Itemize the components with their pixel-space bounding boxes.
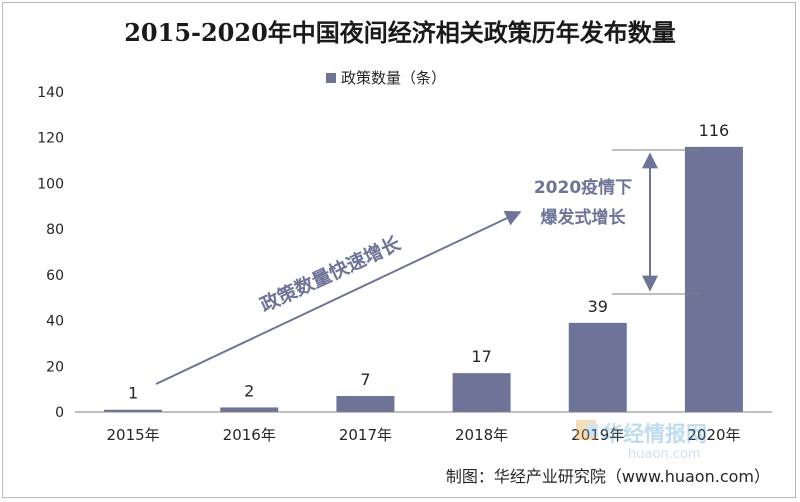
data-label: 116 xyxy=(699,121,730,140)
y-axis: 0 20 40 60 80 100 120 140 xyxy=(37,85,64,421)
bar xyxy=(452,373,511,412)
bar xyxy=(104,409,163,412)
x-tick-label: 2020年 xyxy=(687,426,740,444)
y-tick-label: 0 xyxy=(55,405,64,421)
y-tick-label: 20 xyxy=(46,359,64,375)
surge-label-line1: 2020疫情下 xyxy=(534,177,632,198)
x-axis-labels: 2015年 2016年 2017年 2018年 2019年 2020年 xyxy=(106,426,740,444)
y-tick-label: 100 xyxy=(37,176,64,192)
data-label: 17 xyxy=(471,347,491,366)
data-label: 39 xyxy=(588,297,608,316)
y-tick-label: 40 xyxy=(46,314,64,330)
x-tick-label: 2018年 xyxy=(455,426,508,444)
trend-label: 政策数量快速增长 xyxy=(257,231,405,317)
source-note: 制图：华经产业研究院（www.huaon.com） xyxy=(446,467,770,486)
data-label: 2 xyxy=(244,381,254,400)
trend-arrow xyxy=(155,210,522,385)
watermark-logo xyxy=(576,420,596,440)
surge-annotation: 2020疫情下 爆发式增长 xyxy=(534,149,700,295)
legend-label: 政策数量（条） xyxy=(341,69,446,87)
data-label: 1 xyxy=(128,384,138,403)
bar xyxy=(684,146,743,412)
x-tick-label: 2019年 xyxy=(571,426,624,444)
bar xyxy=(220,407,279,412)
y-tick-label: 60 xyxy=(46,268,64,284)
surge-label-line2: 爆发式增长 xyxy=(541,207,627,228)
watermark-brand: 华经情报网 xyxy=(602,422,707,446)
watermark-logo-inner xyxy=(586,424,598,436)
chart-title: 2015-2020年中国夜间经济相关政策历年发布数量 xyxy=(124,18,676,47)
bars xyxy=(104,146,743,412)
x-tick-label: 2017年 xyxy=(339,426,392,444)
data-label: 7 xyxy=(360,370,370,389)
bar xyxy=(568,322,627,412)
value-labels: 1 2 7 17 39 116 xyxy=(128,121,729,403)
legend: 政策数量（条） xyxy=(326,69,446,87)
y-tick-label: 80 xyxy=(46,222,64,238)
x-tick-label: 2015年 xyxy=(106,426,159,444)
watermark: 华经情报网 huaon.com xyxy=(576,420,707,462)
trend-annotation: 政策数量快速增长 xyxy=(155,210,522,385)
x-tick-label: 2016年 xyxy=(223,426,276,444)
legend-swatch xyxy=(326,73,336,83)
watermark-domain: huaon.com xyxy=(628,447,701,462)
y-tick-label: 140 xyxy=(37,85,64,101)
bar xyxy=(336,396,395,412)
y-tick-label: 120 xyxy=(37,131,64,147)
